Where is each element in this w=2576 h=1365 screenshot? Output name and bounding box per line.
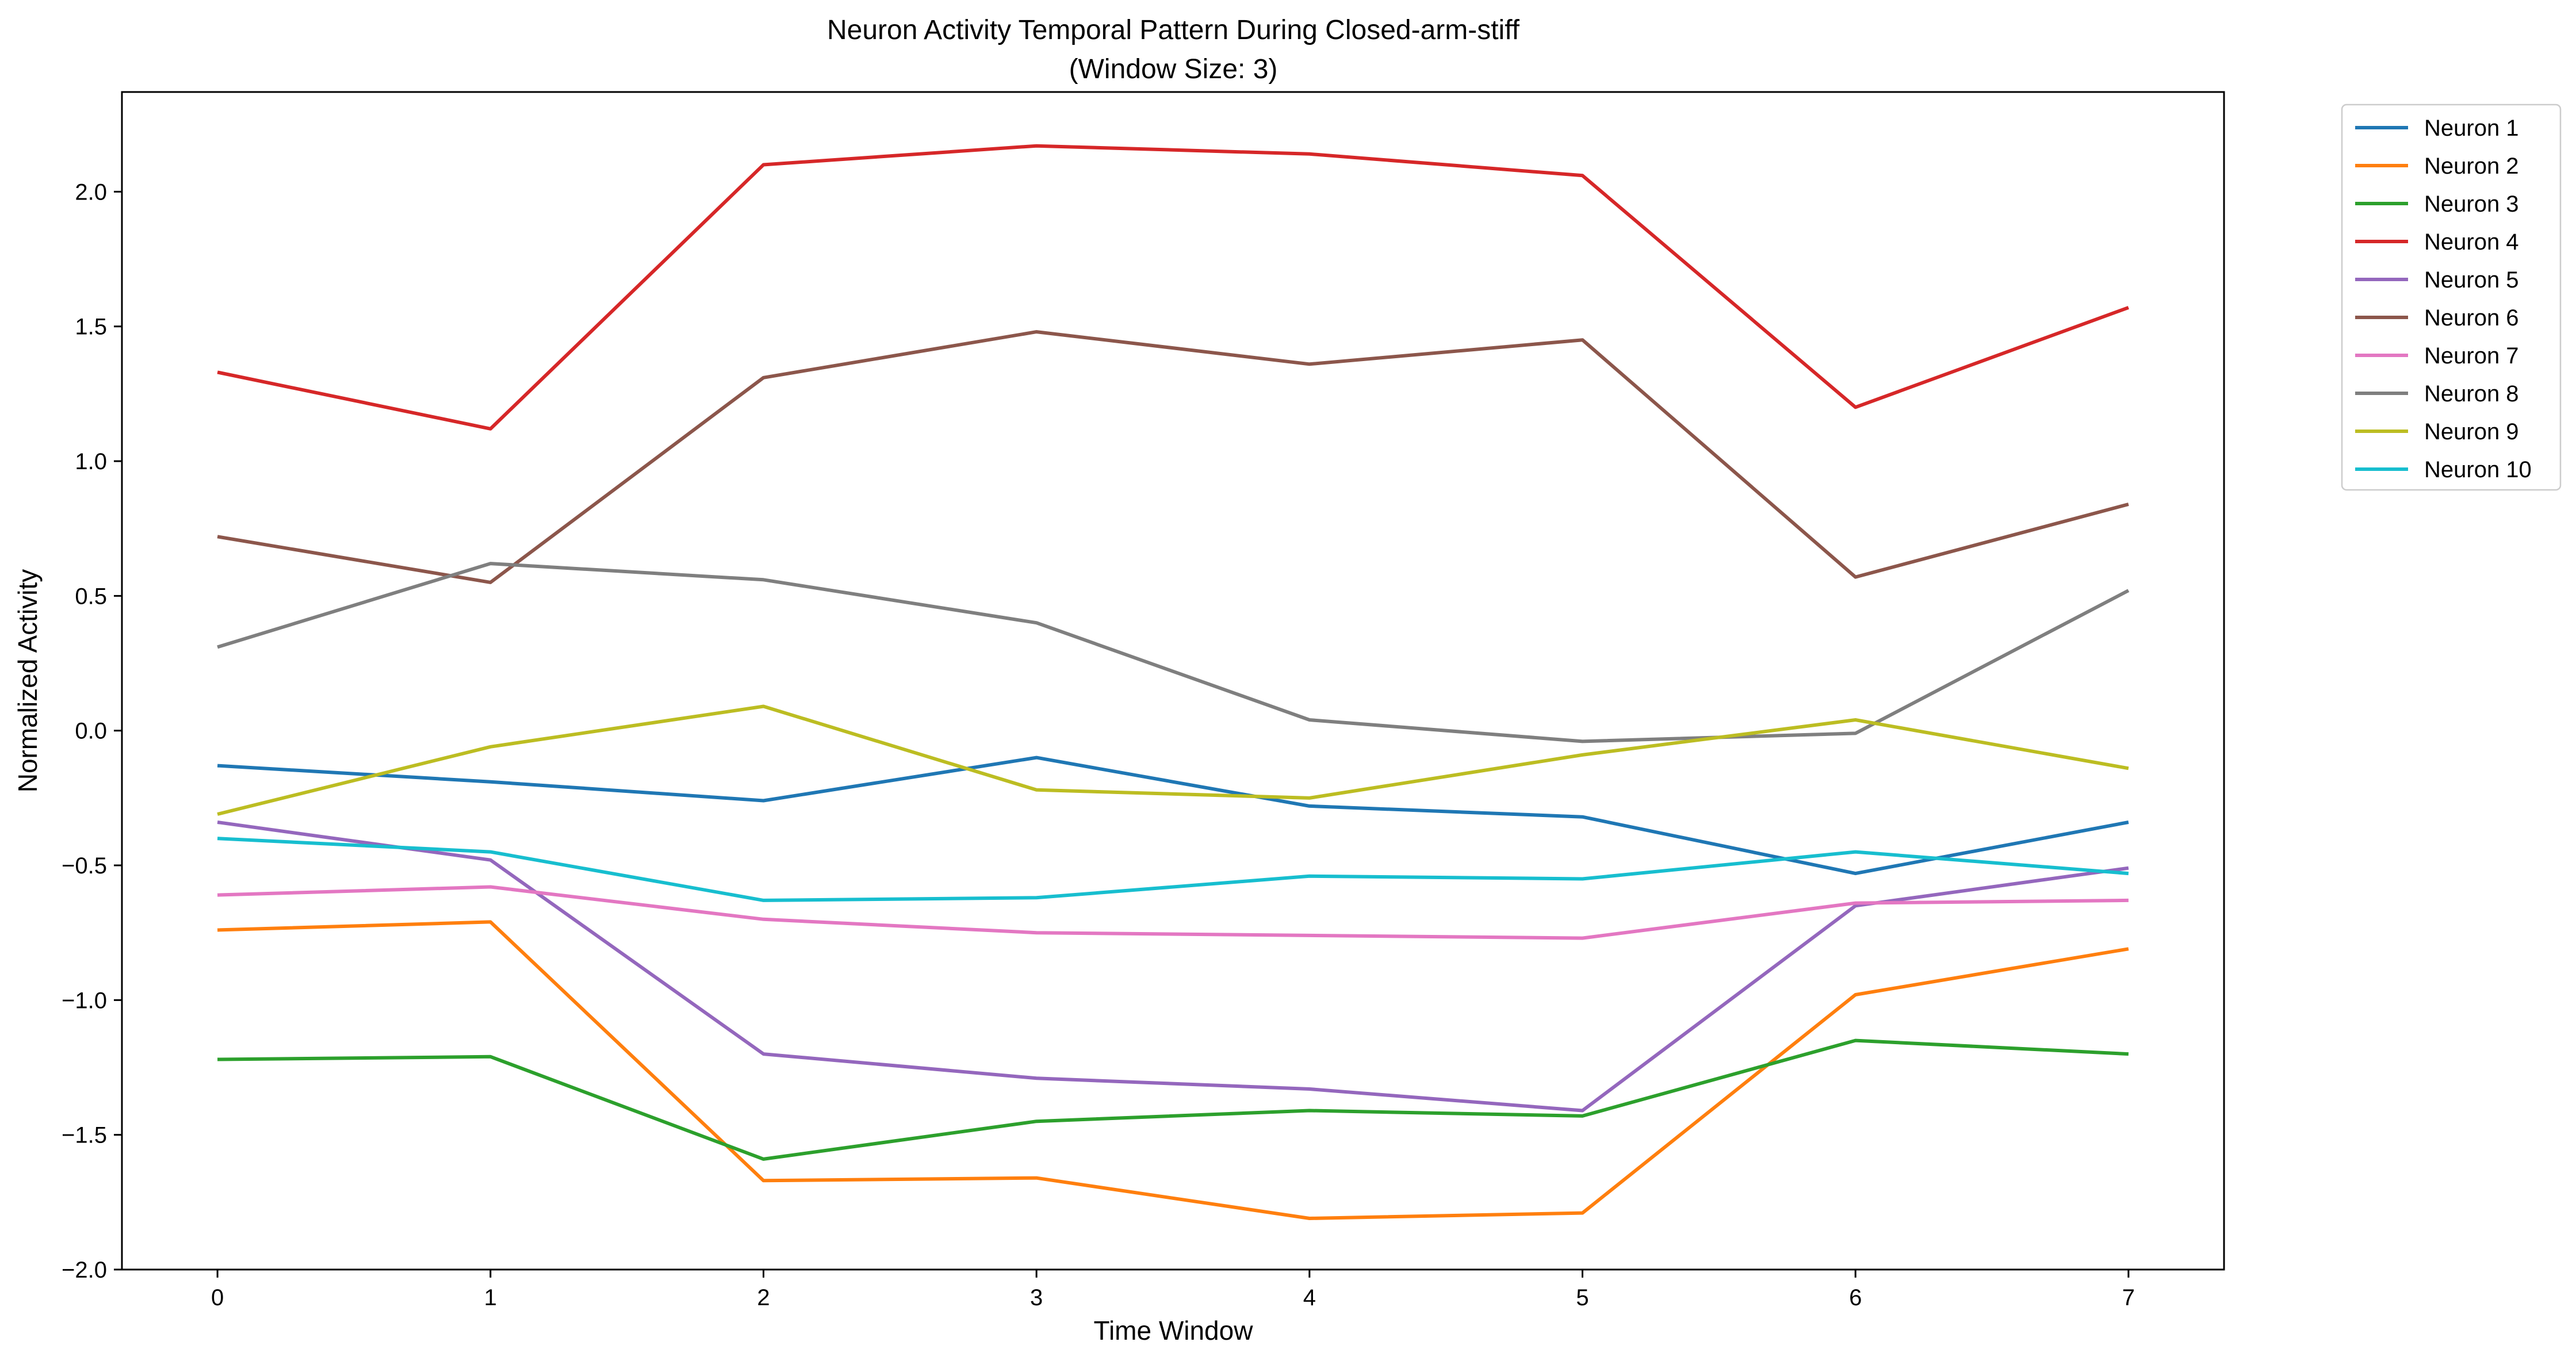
legend-label: Neuron 8 — [2424, 381, 2519, 407]
series-line-neuron-2 — [217, 920, 2129, 1220]
y-axis: −2.0 −1.5 −1.0 −0.5 0.0 0.5 1.0 1.5 2.0 — [62, 179, 122, 1283]
x-tick-label: 6 — [1849, 1285, 1862, 1310]
x-tick-label: 4 — [1303, 1285, 1316, 1310]
series-line-neuron-8 — [217, 562, 2130, 743]
plot-area — [122, 92, 2224, 1270]
series-line-neuron-9 — [217, 704, 2129, 816]
x-tick-label: 3 — [1030, 1285, 1043, 1310]
chart-title: Neuron Activity Temporal Pattern During … — [827, 15, 1520, 45]
y-tick-label: 1.0 — [75, 449, 107, 474]
x-tick-label: 1 — [484, 1285, 497, 1310]
legend: Neuron 1 Neuron 2 Neuron 3 Neuron 4 Neuron 5… — [2341, 103, 2562, 491]
legend-label: Neuron 10 — [2424, 457, 2532, 482]
legend-label: Neuron 7 — [2424, 343, 2519, 369]
series-line-neuron-10 — [217, 837, 2129, 902]
x-axis-label: Time Window — [1094, 1316, 1254, 1345]
y-tick-label: 2.0 — [75, 179, 107, 205]
legend-label: Neuron 4 — [2424, 229, 2519, 255]
y-tick-label: 0.5 — [75, 584, 107, 609]
y-tick-label: −2.0 — [62, 1257, 107, 1283]
y-tick-label: 1.5 — [75, 315, 107, 340]
series-layer — [217, 144, 2130, 1220]
x-tick-label: 0 — [211, 1285, 224, 1310]
x-axis: 0 1 2 3 4 5 6 7 — [211, 1270, 2135, 1310]
series-line-neuron-4 — [217, 144, 2129, 431]
y-tick-label: 0.0 — [75, 719, 107, 744]
x-tick-label: 7 — [2122, 1285, 2135, 1310]
y-tick-label: −1.5 — [62, 1123, 107, 1148]
plot-frame — [121, 91, 2225, 1271]
legend-label: Neuron 9 — [2424, 419, 2519, 444]
series-line-neuron-7 — [217, 885, 2129, 940]
chart-subtitle: (Window Size: 3) — [1069, 54, 1278, 85]
series-line-neuron-6 — [217, 330, 2129, 584]
y-tick-label: −1.0 — [62, 988, 107, 1013]
legend-label: Neuron 3 — [2424, 191, 2519, 217]
x-tick-label: 2 — [757, 1285, 770, 1310]
series-line-neuron-1 — [217, 756, 2129, 876]
y-axis-label: Normalized Activity — [13, 569, 43, 793]
series-line-neuron-3 — [217, 1038, 2129, 1161]
legend-label: Neuron 2 — [2424, 154, 2519, 179]
legend-label: Neuron 5 — [2424, 267, 2519, 293]
y-tick-label: −0.5 — [62, 853, 107, 879]
legend-label: Neuron 6 — [2424, 305, 2519, 331]
x-tick-label: 5 — [1576, 1285, 1589, 1310]
legend-label: Neuron 1 — [2424, 116, 2519, 141]
